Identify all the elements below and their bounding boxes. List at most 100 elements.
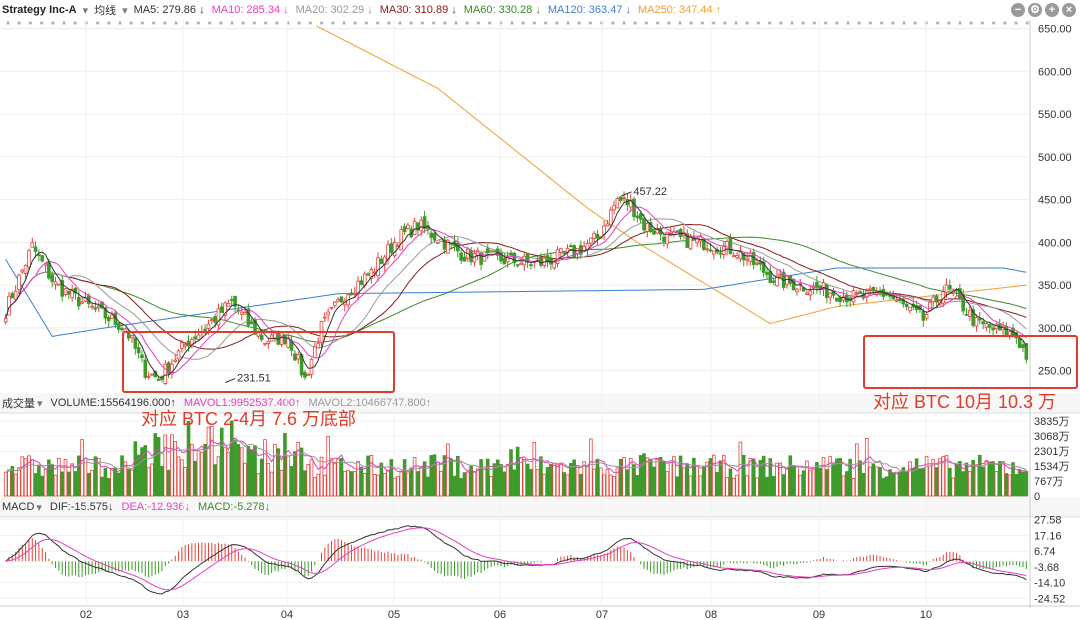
volume-bar [745, 475, 749, 497]
settings-icon[interactable]: ⚙ [1028, 3, 1042, 17]
candle-body [40, 255, 45, 262]
header-dot [936, 21, 940, 25]
volume-bar [954, 464, 959, 497]
volume-bar [17, 467, 21, 497]
header-dot [913, 21, 917, 25]
volume-bar [928, 465, 932, 497]
volume-bar [731, 477, 736, 497]
volume-bar [608, 474, 613, 497]
macd-title: MACD [2, 501, 35, 513]
header-dot [768, 21, 772, 25]
volume-bar [432, 454, 437, 497]
dea-line [5, 527, 1027, 591]
candle-body [359, 280, 364, 285]
volume-bar [944, 455, 949, 497]
candle-body [33, 246, 38, 252]
minus-icon[interactable]: − [1011, 3, 1025, 17]
header-dot [555, 21, 559, 25]
ma-mode-dropdown-icon[interactable]: ▾ [122, 4, 128, 17]
volume-bar [682, 467, 686, 497]
candle-body [156, 378, 161, 381]
plus-icon[interactable]: + [1045, 3, 1059, 17]
highlight-box-right [863, 335, 1078, 389]
candle-body [761, 261, 766, 273]
ma-legend-item: MA30: 310.89 ↓ [379, 4, 457, 16]
volume-bar [77, 455, 81, 497]
header-dot [342, 21, 346, 25]
candle-body [502, 257, 507, 265]
header-dot [667, 21, 671, 25]
price-tick-label: 650.00 [1038, 24, 1072, 36]
header-dot [611, 21, 615, 25]
header-dot [364, 21, 368, 25]
candle-body [376, 257, 380, 277]
volume-bar [672, 456, 676, 497]
volume-bar [7, 469, 11, 497]
volume-bar [37, 465, 41, 497]
header-dot [846, 21, 850, 25]
volume-bar [236, 444, 241, 497]
volume-bar [186, 420, 191, 497]
header-dot [163, 21, 167, 25]
volume-bar [589, 438, 593, 497]
volume-bar [319, 456, 324, 497]
candle-body [562, 252, 567, 255]
volume-bar [838, 457, 842, 497]
volume-bar [339, 458, 344, 497]
volume-bar [153, 433, 158, 497]
header-dot [118, 21, 122, 25]
volume-bar [911, 467, 916, 497]
candle-body [419, 219, 424, 232]
candle-body [412, 220, 417, 235]
candle-body [196, 334, 201, 340]
close-icon[interactable]: × [1062, 3, 1076, 17]
candle-body [96, 305, 101, 308]
volume-bar [622, 457, 626, 497]
volume-dropdown-icon[interactable]: ▾ [37, 397, 43, 410]
volume-bar [146, 467, 151, 497]
candle-body [825, 284, 829, 298]
volume-bar [542, 473, 547, 497]
header-dot [521, 21, 525, 25]
volume-bar [366, 455, 370, 497]
volume-bar [352, 471, 357, 497]
candle-body [150, 373, 154, 376]
title-dropdown-icon[interactable]: ▾ [82, 4, 89, 17]
header-dot [17, 21, 21, 25]
header-dot [700, 21, 705, 25]
dif-value: DIF:-15.575↓ [49, 501, 114, 513]
candle-body [339, 296, 344, 303]
macd-dropdown-icon[interactable]: ▾ [36, 501, 42, 514]
volume-bar [914, 458, 919, 497]
candle-body [795, 288, 799, 293]
volume-bar [815, 462, 819, 497]
volume-bar [47, 459, 51, 497]
volume-bar [249, 449, 254, 497]
volume-bar [638, 455, 643, 497]
candle-body [203, 328, 207, 331]
candle-body [263, 342, 267, 345]
volume-tick-label: 767万 [1034, 476, 1063, 488]
volume-bar [456, 455, 460, 497]
volume-value: VOLUME:15564196.000↑ [50, 397, 176, 409]
header-dot [577, 21, 581, 25]
volume-bar [532, 441, 537, 497]
candle-body [216, 308, 221, 326]
candle-body [459, 252, 463, 261]
x-tick-label: 10 [920, 609, 932, 620]
volume-bar [362, 472, 367, 497]
candle-body [382, 256, 387, 266]
candle-body [499, 252, 503, 262]
candle-body [648, 222, 653, 233]
volume-bar [239, 447, 244, 497]
header-dot [264, 21, 268, 25]
volume-bar [771, 476, 776, 497]
candle-body [908, 306, 912, 312]
candle-body [489, 250, 493, 253]
volume-bar [642, 453, 646, 497]
ma-mode-label[interactable]: 均线 [94, 5, 117, 17]
volume-bar [781, 474, 786, 497]
volume-bar [675, 476, 680, 497]
volume-bar [888, 469, 892, 497]
